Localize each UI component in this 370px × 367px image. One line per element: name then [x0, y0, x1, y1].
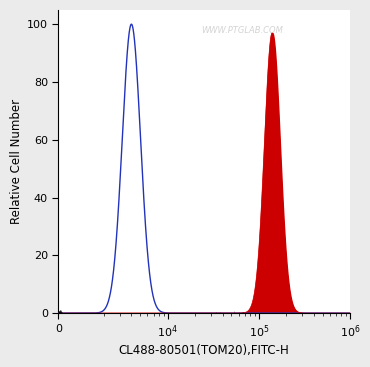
Text: WWW.PTGLAB.COM: WWW.PTGLAB.COM [201, 26, 283, 36]
X-axis label: CL488-80501(TOM20),FITC-H: CL488-80501(TOM20),FITC-H [119, 344, 289, 357]
Y-axis label: Relative Cell Number: Relative Cell Number [10, 99, 23, 224]
